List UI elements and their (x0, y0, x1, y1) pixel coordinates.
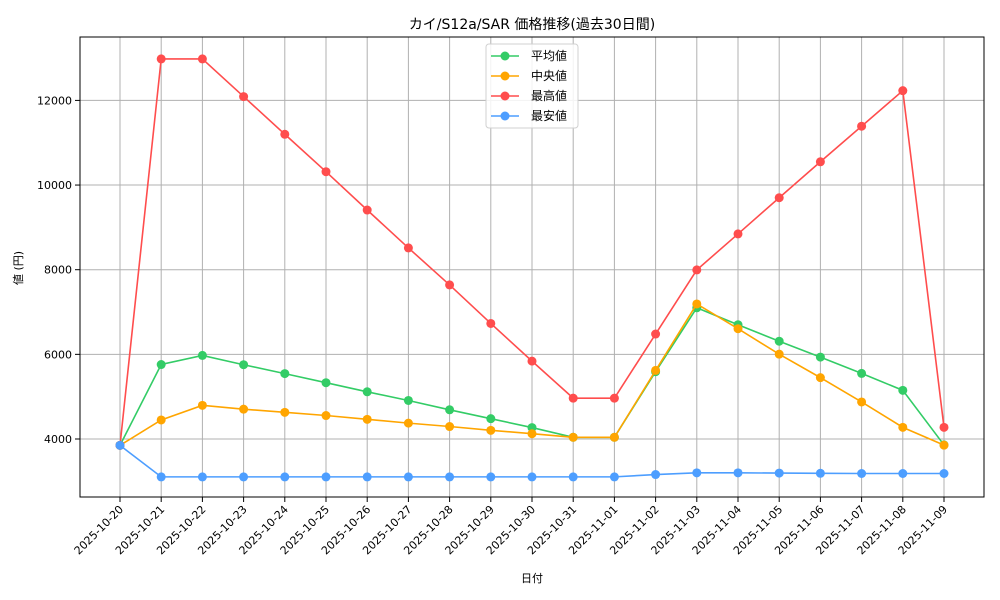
y-tick-label: 4000 (44, 433, 72, 446)
data-point (651, 329, 661, 339)
data-point (651, 470, 661, 480)
data-point (857, 468, 867, 478)
data-point (362, 387, 372, 397)
data-point (774, 349, 784, 359)
legend-label: 最安値 (531, 108, 567, 123)
data-point (156, 54, 166, 64)
data-point (527, 356, 537, 366)
data-point (197, 472, 207, 482)
y-tick-label: 12000 (37, 94, 72, 107)
series-1 (115, 299, 949, 450)
data-point (527, 472, 537, 482)
data-series (115, 54, 949, 482)
legend-marker (500, 71, 510, 81)
data-point (692, 265, 702, 275)
data-point (568, 432, 578, 442)
data-point (362, 205, 372, 215)
data-point (815, 373, 825, 383)
data-point (445, 280, 455, 290)
legend-label: 最高値 (531, 88, 567, 103)
data-point (486, 425, 496, 435)
data-point (857, 121, 867, 131)
data-point (692, 299, 702, 309)
data-point (898, 86, 908, 96)
data-point (445, 472, 455, 482)
data-point (280, 129, 290, 139)
y-axis-label: 値 (円) (12, 251, 25, 285)
data-point (239, 404, 249, 414)
data-point (197, 400, 207, 410)
data-point (609, 432, 619, 442)
data-point (321, 411, 331, 421)
data-point (609, 472, 619, 482)
data-point (280, 472, 290, 482)
data-point (156, 415, 166, 425)
data-point (898, 422, 908, 432)
data-point (857, 368, 867, 378)
data-point (857, 397, 867, 407)
data-point (733, 468, 743, 478)
data-point (115, 440, 125, 450)
data-point (774, 468, 784, 478)
series-3 (115, 440, 949, 482)
data-point (568, 393, 578, 403)
data-point (939, 422, 949, 432)
data-point (692, 468, 702, 478)
data-point (568, 472, 578, 482)
data-point (239, 360, 249, 370)
data-point (362, 414, 372, 424)
y-tick-label: 8000 (44, 264, 72, 277)
data-point (445, 422, 455, 432)
data-point (609, 393, 619, 403)
data-point (239, 92, 249, 102)
data-point (362, 472, 372, 482)
data-point (403, 243, 413, 253)
data-point (486, 414, 496, 424)
data-point (733, 324, 743, 334)
y-tick-label: 10000 (37, 179, 72, 192)
data-point (321, 167, 331, 177)
data-point (321, 378, 331, 388)
y-tick-label: 6000 (44, 348, 72, 361)
data-point (321, 472, 331, 482)
data-point (403, 418, 413, 428)
legend-label: 中央値 (531, 68, 567, 83)
data-point (774, 336, 784, 346)
legend-label: 平均値 (531, 48, 567, 63)
data-point (527, 429, 537, 439)
series-2 (115, 54, 949, 450)
data-point (197, 54, 207, 64)
data-point (280, 369, 290, 379)
data-point (156, 472, 166, 482)
data-point (898, 468, 908, 478)
data-point (486, 318, 496, 328)
data-point (403, 472, 413, 482)
y-axis-ticks: 4000 6000 8000 10000 12000 (37, 94, 80, 446)
data-point (774, 193, 784, 203)
data-point (815, 468, 825, 478)
data-point (939, 440, 949, 450)
data-point (733, 229, 743, 239)
legend-marker (500, 111, 510, 121)
chart-title: カイ/S12a/SAR 価格推移(過去30日間) (409, 17, 655, 33)
data-point (156, 360, 166, 370)
legend-marker (500, 91, 510, 101)
data-point (898, 385, 908, 395)
x-axis-label: 日付 (521, 572, 543, 585)
data-point (239, 472, 249, 482)
data-point (403, 395, 413, 405)
data-point (197, 350, 207, 360)
legend-marker (500, 51, 510, 61)
data-point (815, 157, 825, 167)
data-point (445, 405, 455, 415)
data-point (486, 472, 496, 482)
x-axis-ticks: 2025-10-202025-10-212025-10-222025-10-23… (72, 497, 950, 557)
data-point (815, 352, 825, 362)
data-point (939, 468, 949, 478)
data-point (280, 407, 290, 417)
data-point (651, 365, 661, 375)
legend-box (485, 43, 579, 129)
